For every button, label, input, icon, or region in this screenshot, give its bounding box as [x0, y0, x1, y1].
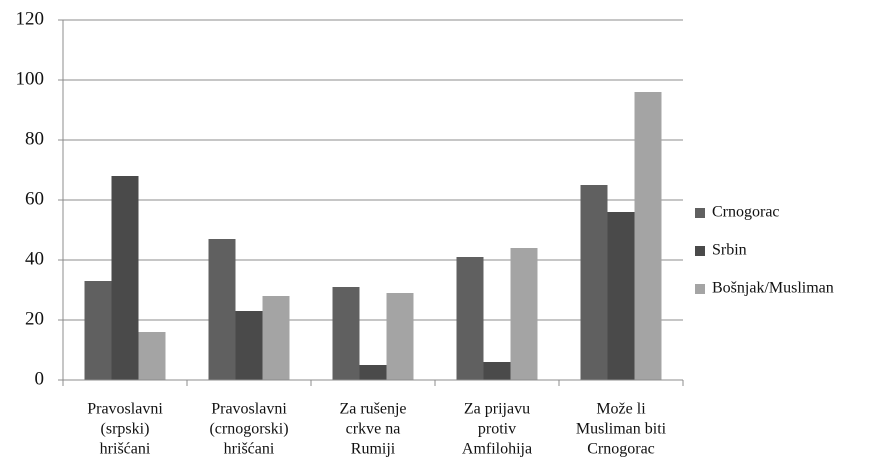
legend-swatch	[695, 284, 705, 294]
x-tick-label: Crnogorac	[587, 441, 655, 458]
x-tick-label: Za prijavu	[464, 401, 530, 418]
x-tick-label: Za rušenje	[339, 401, 406, 418]
bar	[111, 176, 139, 380]
bar	[634, 92, 662, 380]
legend-label: Srbin	[712, 242, 747, 259]
bar	[456, 257, 484, 380]
x-tick-label: (srpski)	[101, 421, 150, 438]
x-tick-label: crkve na	[346, 421, 401, 438]
x-tick-label: Rumiji	[351, 441, 396, 458]
bar	[483, 362, 511, 380]
y-tick-label: 120	[16, 8, 45, 29]
x-tick-label: Pravoslavni	[211, 401, 287, 418]
x-tick-label: Amfilohija	[462, 441, 532, 458]
x-tick-label: protiv	[478, 421, 516, 438]
y-tick-label: 40	[25, 248, 44, 269]
y-tick-label: 60	[25, 188, 44, 209]
bar	[359, 365, 387, 380]
x-tick-label: (crnogorski)	[209, 421, 288, 438]
bar	[84, 281, 112, 380]
bar	[510, 248, 538, 380]
legend-label: Bošnjak/Musliman	[712, 280, 834, 297]
legend-swatch	[695, 208, 705, 218]
y-tick-label: 20	[25, 308, 44, 329]
y-tick-label: 80	[25, 128, 44, 149]
y-tick-label: 100	[16, 68, 45, 89]
x-tick-label: Pravoslavni	[87, 401, 163, 418]
bar	[580, 185, 608, 380]
bar	[386, 293, 414, 380]
x-tick-label: Musliman biti	[576, 421, 667, 438]
x-tick-label: hrišćani	[100, 441, 151, 458]
x-tick-label: Može li	[596, 401, 646, 418]
y-tick-label: 0	[35, 368, 45, 389]
bar	[332, 287, 360, 380]
bar	[607, 212, 635, 380]
bar	[262, 296, 290, 380]
bar	[208, 239, 236, 380]
legend-label: Crnogorac	[712, 204, 780, 221]
bar	[235, 311, 263, 380]
x-tick-label: hrišćani	[224, 441, 275, 458]
legend-swatch	[695, 246, 705, 256]
bar	[138, 332, 166, 380]
